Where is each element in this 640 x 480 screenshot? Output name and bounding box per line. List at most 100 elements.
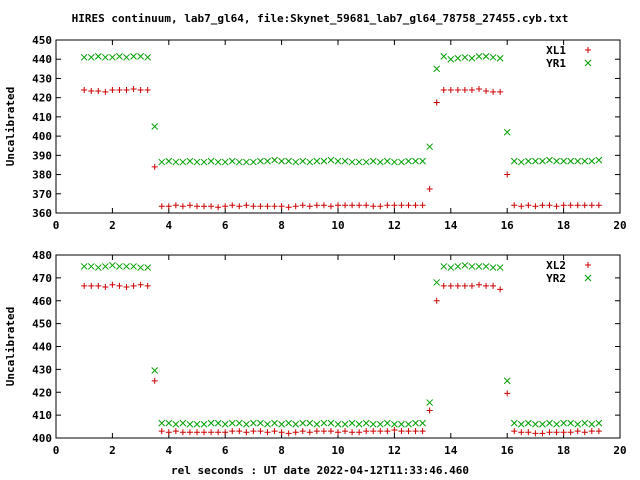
x-tick-label: 8 xyxy=(278,219,285,232)
data-point xyxy=(496,264,504,271)
data-point xyxy=(236,203,243,210)
y-tick-label: 480 xyxy=(32,249,52,262)
y-tick-label: 450 xyxy=(32,318,52,331)
data-point xyxy=(95,282,102,289)
data-point xyxy=(116,282,123,289)
x-tick-label: 20 xyxy=(613,219,626,232)
data-point xyxy=(215,204,222,211)
data-point xyxy=(257,428,264,435)
data-point xyxy=(271,428,278,435)
data-point xyxy=(341,420,349,428)
x-tick-label: 18 xyxy=(557,219,570,232)
data-point xyxy=(567,429,574,436)
data-point xyxy=(306,429,313,436)
data-point xyxy=(109,53,116,61)
data-point xyxy=(80,53,88,61)
data-point xyxy=(285,430,292,437)
data-point xyxy=(383,157,391,165)
top-panel: 0 2 4 6 8 10 12 14 16 18 20 360 370 380 390 400 410 420 43… xyxy=(4,34,627,232)
data-point xyxy=(172,420,180,428)
data-point xyxy=(440,86,447,93)
data-point xyxy=(384,202,391,209)
data-point xyxy=(546,419,553,427)
data-point xyxy=(151,367,159,374)
data-point xyxy=(391,158,398,166)
data-point xyxy=(179,419,187,427)
data-point xyxy=(391,420,398,428)
data-point xyxy=(123,284,130,291)
data-point xyxy=(81,282,88,289)
data-point xyxy=(503,377,511,385)
data-point xyxy=(440,263,448,270)
x-tick-label: 2 xyxy=(109,219,116,232)
data-point xyxy=(517,420,525,428)
x-tick-label: 10 xyxy=(331,444,344,457)
data-point xyxy=(355,420,363,428)
data-point xyxy=(581,202,588,209)
data-point xyxy=(426,185,433,192)
data-point xyxy=(405,157,412,165)
data-point xyxy=(257,157,264,165)
data-point xyxy=(581,429,588,436)
data-point xyxy=(320,202,327,209)
legend-label: YR1 xyxy=(546,57,566,70)
y-tick-label: 380 xyxy=(32,169,52,182)
data-point xyxy=(320,419,328,427)
data-point xyxy=(137,264,144,271)
series-xl1 xyxy=(81,86,602,211)
data-point xyxy=(525,202,532,209)
data-point xyxy=(419,428,426,435)
data-point xyxy=(306,419,314,427)
data-point xyxy=(101,53,109,61)
legend-label: XL1 xyxy=(546,44,566,57)
data-point xyxy=(88,87,95,94)
data-point xyxy=(292,158,300,166)
data-point xyxy=(123,53,130,61)
data-point xyxy=(186,202,193,209)
data-point xyxy=(405,202,412,209)
data-point xyxy=(278,157,285,165)
data-point xyxy=(496,54,504,62)
data-point xyxy=(461,261,469,269)
data-point xyxy=(221,420,229,428)
series-yr1 xyxy=(80,52,603,166)
x-tick-label: 20 xyxy=(613,444,626,457)
data-point xyxy=(292,203,299,210)
data-point xyxy=(264,429,271,436)
data-point xyxy=(377,428,384,435)
data-point xyxy=(468,86,475,93)
legend-label: YR2 xyxy=(546,272,566,285)
data-point xyxy=(376,420,384,428)
data-point xyxy=(299,202,306,209)
data-point xyxy=(525,429,532,436)
data-point xyxy=(497,88,504,95)
x-tick-label: 0 xyxy=(53,219,60,232)
data-point xyxy=(299,419,307,427)
data-point xyxy=(292,420,300,428)
legend-marker xyxy=(585,47,591,53)
data-point xyxy=(130,86,137,93)
data-point xyxy=(214,158,222,166)
data-point xyxy=(80,263,88,270)
data-point xyxy=(560,429,567,436)
data-point xyxy=(278,420,285,428)
y-tick-label: 400 xyxy=(32,130,52,143)
data-point xyxy=(546,156,553,164)
data-point xyxy=(405,420,412,428)
data-point xyxy=(574,202,581,209)
data-point xyxy=(581,419,589,427)
data-point xyxy=(158,203,165,210)
data-point xyxy=(468,263,476,270)
data-point xyxy=(186,157,194,165)
data-point xyxy=(518,203,525,210)
y-tick-label: 440 xyxy=(32,341,52,354)
data-point xyxy=(595,156,603,164)
data-point xyxy=(158,419,166,427)
y-tick-label: 390 xyxy=(32,149,52,162)
x-tick-label: 16 xyxy=(501,219,515,232)
data-point xyxy=(426,143,434,151)
data-point xyxy=(94,264,102,271)
data-point xyxy=(356,429,363,436)
data-point xyxy=(412,157,419,165)
data-point xyxy=(179,429,186,436)
